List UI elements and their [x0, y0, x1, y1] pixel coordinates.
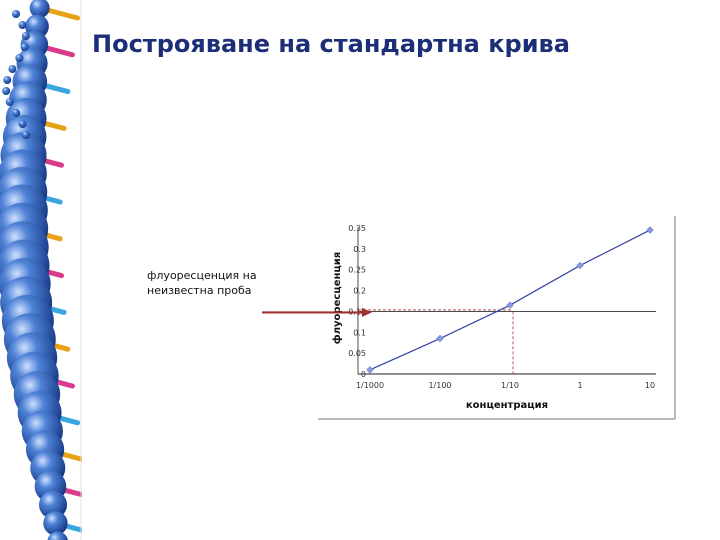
dna-ball-small — [2, 87, 11, 95]
dna-ball — [47, 531, 68, 540]
dna-ball-small — [15, 54, 24, 62]
y-tick-label: 0.05 — [348, 349, 366, 358]
dna-ball-small — [8, 65, 17, 73]
x-tick-label: 1 — [577, 381, 582, 390]
dna-ball-small — [12, 109, 21, 117]
chart-frame — [318, 214, 676, 419]
x-tick-label: 1/100 — [428, 381, 451, 390]
dna-ball-small — [20, 43, 29, 51]
unknown-sample-label-line1: флуоресценция на — [147, 269, 257, 282]
standard-curve-chart: 00.050.10.150.20.250.30.35 1/10001/1001/… — [262, 214, 676, 420]
y-tick-label: 0.2 — [353, 287, 366, 296]
dna-ball — [29, 0, 50, 18]
slide-title: Построяване на стандартна крива — [92, 30, 570, 58]
dna-ball-small — [5, 98, 14, 106]
dna-ball-small — [21, 131, 30, 139]
y-axis-label: флуоресценция — [331, 252, 343, 344]
data-point-marker — [506, 301, 514, 310]
data-point-marker — [366, 365, 374, 374]
dna-helix-graphic — [0, 0, 82, 540]
x-tick-label: 10 — [645, 381, 655, 390]
dna-ball — [43, 511, 68, 536]
y-tick-label: 0.35 — [348, 224, 366, 233]
dna-ball-small — [12, 10, 20, 18]
x-axis-label: концентрация — [466, 400, 548, 411]
arrow-head-icon — [362, 307, 372, 317]
dna-ball-small — [3, 76, 12, 84]
data-point-marker — [576, 261, 584, 270]
unknown-sample-label-line2: неизвестна проба — [147, 284, 252, 297]
dna-ball-small — [18, 120, 27, 128]
x-tick-label: 1/10 — [501, 381, 519, 390]
x-tick-label: 1/1000 — [356, 381, 384, 390]
dna-ball-small — [18, 21, 27, 29]
data-point-marker — [436, 334, 444, 343]
y-tick-label: 0.25 — [348, 266, 366, 275]
y-tick-label: 0.1 — [353, 328, 366, 337]
unknown-sample-label: флуоресценция на неизвестна проба — [147, 268, 307, 298]
data-point-marker — [646, 226, 654, 234]
dna-ball — [38, 490, 68, 519]
y-tick-label: 0.3 — [353, 245, 366, 254]
dna-ball-small — [21, 32, 30, 40]
